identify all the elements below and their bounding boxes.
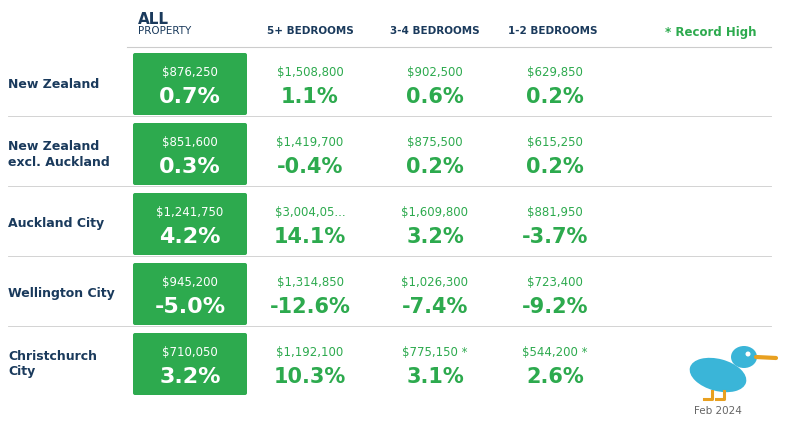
Text: $851,600: $851,600 [162,136,218,150]
Text: -7.4%: -7.4% [401,297,468,317]
Text: $629,850: $629,850 [527,67,583,80]
Text: $876,250: $876,250 [162,67,218,80]
Text: $1,609,800: $1,609,800 [401,206,468,219]
Text: $875,500: $875,500 [407,136,463,150]
Text: 0.7%: 0.7% [159,87,221,107]
Text: $1,314,850: $1,314,850 [277,276,343,289]
FancyBboxPatch shape [133,193,247,255]
Text: ALL: ALL [138,12,169,27]
Text: Christchurch: Christchurch [8,350,97,362]
Text: Feb 2024: Feb 2024 [694,406,742,416]
Text: 3.2%: 3.2% [406,227,463,247]
Text: City: City [8,366,35,378]
Text: New Zealand: New Zealand [8,77,99,90]
Text: 14.1%: 14.1% [273,227,346,247]
Ellipse shape [731,346,757,368]
Text: New Zealand: New Zealand [8,139,99,153]
FancyBboxPatch shape [133,333,247,395]
Text: $881,950: $881,950 [527,206,583,219]
Text: 1.1%: 1.1% [281,87,339,107]
Text: $3,004,05...: $3,004,05... [275,206,345,219]
Text: 0.2%: 0.2% [526,157,584,177]
Text: Wellington City: Wellington City [8,288,114,301]
Text: PROPERTY: PROPERTY [138,26,192,36]
Text: $1,192,100: $1,192,100 [277,347,343,359]
Ellipse shape [690,358,747,392]
Text: $1,026,300: $1,026,300 [401,276,468,289]
Text: -9.2%: -9.2% [522,297,588,317]
Text: $1,241,750: $1,241,750 [157,206,223,219]
Text: $1,419,700: $1,419,700 [277,136,343,150]
Text: -3.7%: -3.7% [522,227,588,247]
Text: 10.3%: 10.3% [273,367,346,387]
Text: 3.2%: 3.2% [159,367,221,387]
Text: Auckland City: Auckland City [8,218,104,230]
Text: 4.2%: 4.2% [159,227,221,247]
Text: -12.6%: -12.6% [270,297,351,317]
Text: 5+ BEDROOMS: 5+ BEDROOMS [266,26,353,36]
Text: 3-4 BEDROOMS: 3-4 BEDROOMS [390,26,480,36]
Text: $1,508,800: $1,508,800 [277,67,343,80]
Circle shape [746,351,750,356]
Text: 1-2 BEDROOMS: 1-2 BEDROOMS [508,26,598,36]
Text: * Record High: * Record High [665,26,757,39]
Text: $945,200: $945,200 [162,276,218,289]
Text: 0.6%: 0.6% [406,87,463,107]
FancyBboxPatch shape [133,263,247,325]
FancyBboxPatch shape [133,53,247,115]
Text: 0.3%: 0.3% [159,157,221,177]
Text: 0.2%: 0.2% [406,157,463,177]
Text: $615,250: $615,250 [527,136,583,150]
Text: $902,500: $902,500 [407,67,463,80]
Text: $710,050: $710,050 [162,347,218,359]
Text: excl. Auckland: excl. Auckland [8,156,110,169]
Text: $723,400: $723,400 [527,276,583,289]
Text: $775,150 *: $775,150 * [402,347,467,359]
Text: 0.2%: 0.2% [526,87,584,107]
FancyBboxPatch shape [133,123,247,185]
Text: 3.1%: 3.1% [406,367,463,387]
Text: -5.0%: -5.0% [154,297,226,317]
Text: -0.4%: -0.4% [277,157,343,177]
Text: $544,200 *: $544,200 * [522,347,588,359]
Text: 2.6%: 2.6% [526,367,584,387]
